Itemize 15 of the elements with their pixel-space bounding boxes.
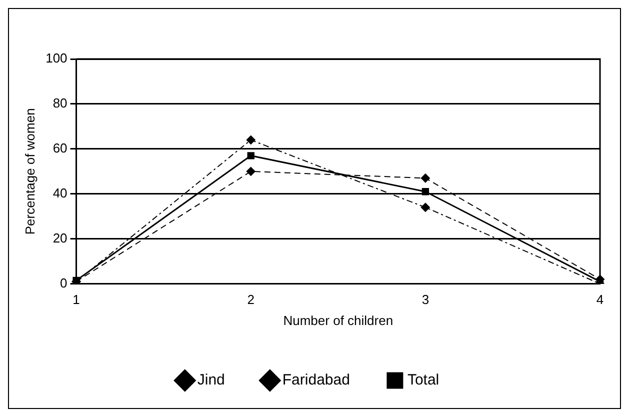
y-tick-label: 20 xyxy=(52,230,68,246)
y-tick-label: 60 xyxy=(52,140,68,156)
legend-label: Total xyxy=(407,372,440,389)
y-axis-title: Percentage of women xyxy=(22,108,38,235)
y-tick-label: 40 xyxy=(52,185,68,200)
y-tick-label: 80 xyxy=(52,96,68,111)
x-tick-label: 4 xyxy=(596,292,604,308)
legend-label: Jind xyxy=(197,372,225,389)
x-axis-title: Number of children xyxy=(283,312,394,328)
x-tick-label: 2 xyxy=(247,292,254,308)
x-tick-label: 3 xyxy=(422,292,430,308)
x-tick-label: 1 xyxy=(72,292,80,308)
legend-label: Faridabad xyxy=(282,372,350,389)
y-tick-label: 100 xyxy=(46,50,68,66)
y-tick-label: 0 xyxy=(60,275,68,290)
